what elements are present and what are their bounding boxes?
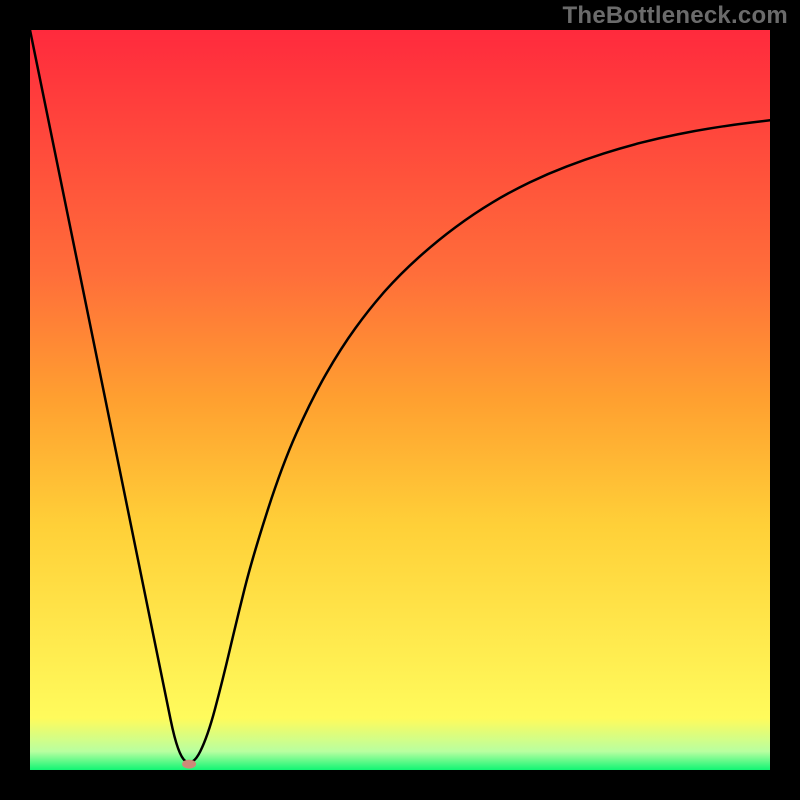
- bottleneck-curve: [30, 30, 770, 762]
- chart-svg: [0, 0, 800, 800]
- chart-frame: TheBottleneck.com: [0, 0, 800, 800]
- optimal-point-marker: [182, 760, 196, 769]
